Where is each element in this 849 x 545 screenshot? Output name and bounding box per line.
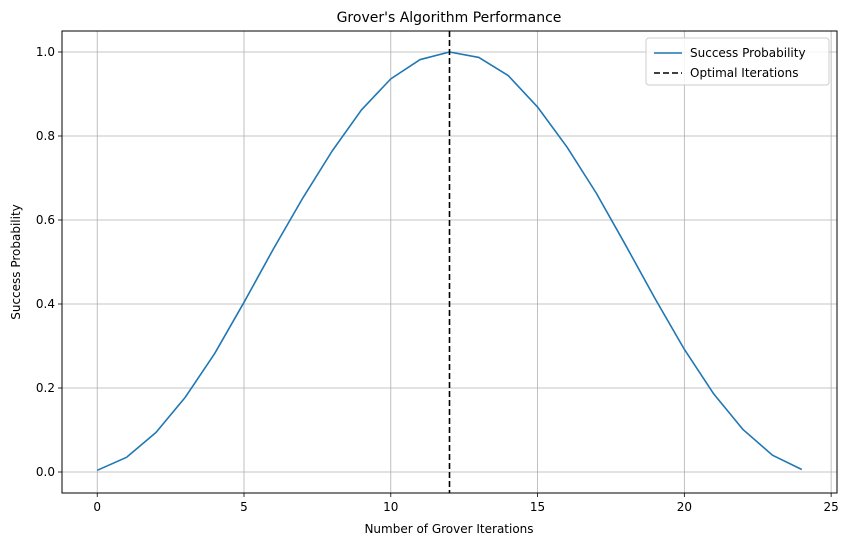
x-axis-label: Number of Grover Iterations: [364, 522, 533, 536]
legend-entry-success-probability-label: Success Probability: [690, 46, 806, 60]
legend-box: [645, 37, 830, 86]
x-tick-label: 5: [240, 500, 248, 514]
y-axis-label: Success Probability: [9, 204, 23, 320]
axes-frame: [61, 30, 838, 494]
y-tick-label: 0.4: [36, 297, 55, 311]
y-tick-label: 0.8: [36, 129, 55, 143]
x-tick-label: 10: [383, 500, 398, 514]
x-tick-label: 15: [530, 500, 545, 514]
chart-title: Grover's Algorithm Performance: [337, 10, 562, 26]
y-tick-label: 0.2: [36, 381, 55, 395]
y-tick-label: 0.6: [36, 213, 55, 227]
legend: Success Probability Optimal Iterations: [645, 37, 830, 86]
y-tick-label: 1.0: [36, 45, 55, 59]
plot-area: [96, 31, 803, 493]
y-axis: 0.0 0.2 0.4 0.6 0.8 1.0: [36, 45, 62, 479]
x-axis: 0 5 10 15 20 25: [93, 493, 839, 514]
x-tick-label: 20: [677, 500, 692, 514]
legend-entry-optimal-iterations-label: Optimal Iterations: [690, 66, 798, 80]
x-tick-label: 0: [93, 500, 101, 514]
x-tick-label: 25: [823, 500, 838, 514]
y-tick-label: 0.0: [36, 465, 55, 479]
